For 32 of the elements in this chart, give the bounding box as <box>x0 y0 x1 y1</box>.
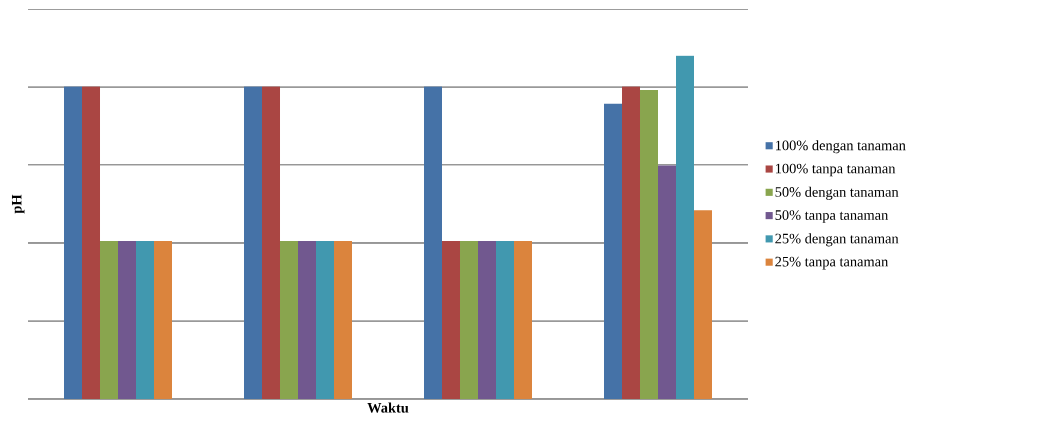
legend-label: 50% tanpa tanaman <box>775 210 889 223</box>
bar <box>82 86 101 399</box>
bar <box>154 241 172 399</box>
bar <box>334 241 352 399</box>
bar <box>298 241 316 399</box>
y-axis-title: pH <box>11 194 25 214</box>
legend-label: 50% dengan tanaman <box>775 186 899 200</box>
legend-label: 100% tanpa tanaman <box>775 163 896 177</box>
legend-label: 25% dengan tanaman <box>775 233 899 247</box>
bar <box>316 241 334 399</box>
bar <box>64 86 83 399</box>
legend-label: 25% tanpa tanaman <box>775 256 889 270</box>
bar <box>100 241 118 399</box>
bar <box>478 241 496 399</box>
bar <box>136 241 154 399</box>
bar <box>262 86 281 399</box>
x-axis-title: Waktu <box>367 402 409 413</box>
bar <box>496 241 514 399</box>
bar <box>424 86 442 399</box>
bar <box>640 90 658 399</box>
bar <box>676 55 694 399</box>
bar <box>442 241 460 399</box>
bar <box>118 241 136 399</box>
bar <box>694 210 712 399</box>
bar <box>280 241 299 399</box>
bar <box>658 165 677 399</box>
bar <box>514 241 532 399</box>
bar <box>604 103 622 399</box>
bar <box>622 86 640 399</box>
bar <box>460 241 479 399</box>
legend-label: 100% dengan tanaman <box>775 140 906 154</box>
bar <box>244 86 262 399</box>
